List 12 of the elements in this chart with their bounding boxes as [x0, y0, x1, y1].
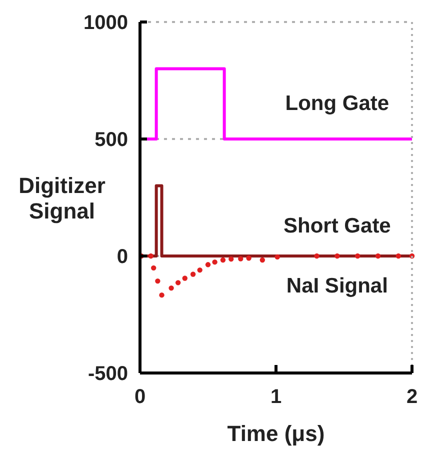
x-axis-title: Time (μs) — [227, 421, 325, 446]
series-label: NaI Signal — [286, 274, 388, 298]
y-tick-label: 500 — [94, 129, 128, 151]
x-tick-label: 2 — [406, 386, 418, 408]
series-label: Short Gate — [284, 214, 391, 238]
y-tick-label: 1000 — [84, 12, 128, 34]
x-tick-label: 1 — [270, 386, 282, 408]
y-tick-label: -500 — [88, 363, 128, 385]
y-tick-label: 0 — [116, 246, 128, 268]
x-tick-label: 0 — [134, 386, 146, 408]
series-label: Long Gate — [285, 92, 390, 115]
y-axis-title: Digitizer Signal — [18, 173, 106, 224]
